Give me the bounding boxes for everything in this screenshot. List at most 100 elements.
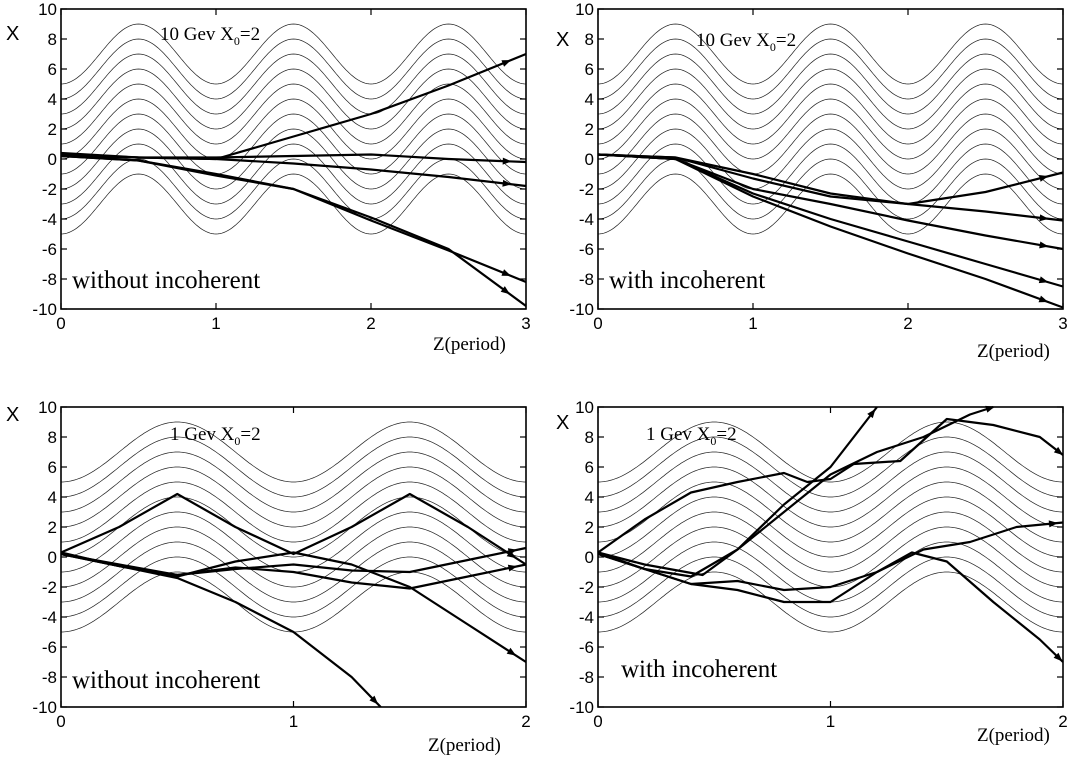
trajectory-line bbox=[60, 52, 527, 161]
trajectory-arrowhead bbox=[1048, 520, 1059, 528]
trajectory-line bbox=[60, 154, 527, 307]
trajectory-line bbox=[60, 154, 527, 284]
trajectories bbox=[60, 492, 527, 708]
tick-labels: -10 -8 -6 -4 -2 0 2 4 6 8 10 0 1 2 3 bbox=[32, 0, 530, 333]
field-line bbox=[60, 173, 527, 235]
field-line bbox=[60, 113, 527, 175]
y-tick-label: 2 bbox=[48, 518, 57, 537]
x-tick-label: 1 bbox=[826, 712, 835, 731]
tick-labels: -10 -8 -6 -4 -2 0 2 4 6 8 10 0 1 2 bbox=[32, 398, 530, 731]
background-curves bbox=[597, 23, 1064, 235]
y-tick-label: -10 bbox=[569, 698, 594, 717]
field-line bbox=[597, 98, 1064, 160]
y-tick-label: 6 bbox=[585, 458, 594, 477]
y-tick-label: 6 bbox=[48, 458, 57, 477]
trajectory-arrowhead bbox=[1053, 652, 1063, 662]
field-line bbox=[61, 556, 526, 618]
trajectory-arrowhead bbox=[506, 647, 517, 656]
plot-frame bbox=[60, 8, 527, 310]
title-main: 10 Gev X bbox=[696, 30, 770, 51]
y-tick-label: -10 bbox=[32, 300, 57, 319]
field-line bbox=[61, 421, 526, 483]
trajectory-arrowhead bbox=[369, 695, 379, 705]
field-line bbox=[597, 128, 1064, 190]
field-line bbox=[61, 436, 526, 498]
trajectory-arrowhead bbox=[500, 286, 511, 295]
y-tick-label: 2 bbox=[585, 120, 594, 139]
title-subscript: 0 bbox=[770, 40, 776, 54]
x-tick-label: 2 bbox=[521, 712, 530, 731]
y-tick-label: 2 bbox=[48, 120, 57, 139]
field-line bbox=[60, 53, 527, 115]
y-tick-label: 10 bbox=[38, 398, 57, 417]
trajectory-arrowhead bbox=[501, 60, 512, 67]
y-tick-label: 4 bbox=[585, 90, 594, 109]
field-line bbox=[598, 511, 1063, 573]
trajectory-arrowhead bbox=[506, 550, 517, 559]
x-axis-label: Z(period) bbox=[433, 334, 506, 355]
trajectories bbox=[597, 153, 1064, 309]
y-tick-label: -4 bbox=[579, 608, 594, 627]
trajectory-arrowhead bbox=[1038, 174, 1049, 182]
y-tick-label: 10 bbox=[575, 398, 594, 417]
trajectory-line bbox=[60, 492, 527, 566]
field-line bbox=[597, 113, 1064, 175]
y-tick-label: -6 bbox=[579, 638, 594, 657]
y-tick-label: -10 bbox=[569, 300, 594, 319]
y-tick-label: -2 bbox=[42, 180, 57, 199]
y-axis-label: X bbox=[556, 29, 569, 51]
trajectory-arrowhead bbox=[1039, 214, 1049, 222]
y-tick-label: 6 bbox=[48, 60, 57, 79]
y-tick-label: -2 bbox=[579, 578, 594, 597]
trajectory-line bbox=[597, 405, 994, 577]
trajectory-arrowhead bbox=[501, 269, 512, 276]
x-axis-label: Z(period) bbox=[428, 735, 501, 756]
trajectory-line bbox=[597, 406, 878, 578]
trajectory-arrowhead bbox=[1038, 276, 1049, 284]
x-tick-label: 0 bbox=[56, 314, 65, 333]
field-line bbox=[61, 526, 526, 588]
title-main: 1 Gev X bbox=[646, 424, 711, 445]
trajectory-line bbox=[60, 552, 382, 708]
field-line bbox=[61, 481, 526, 543]
field-line bbox=[597, 143, 1064, 205]
trajectories bbox=[597, 405, 1064, 663]
title-tail: =2 bbox=[716, 424, 736, 445]
x-tick-label: 1 bbox=[748, 314, 757, 333]
y-tick-label: 8 bbox=[48, 30, 57, 49]
x-axis-label: Z(period) bbox=[977, 725, 1050, 746]
panel-title: 1 Gev X0=2 bbox=[646, 424, 737, 448]
y-tick-label: 10 bbox=[575, 0, 594, 19]
field-line bbox=[598, 466, 1063, 528]
y-tick-label: -6 bbox=[42, 638, 57, 657]
y-tick-label: -4 bbox=[42, 210, 57, 229]
trajectory-line bbox=[597, 153, 1064, 222]
field-line bbox=[597, 173, 1064, 235]
panel-annotation: with incoherent bbox=[621, 656, 777, 683]
background-curves bbox=[61, 421, 526, 633]
y-tick-label: 8 bbox=[48, 428, 57, 447]
y-tick-label: -10 bbox=[32, 698, 57, 717]
panel-bottom-left: -10 -8 -6 -4 -2 0 2 4 6 8 10 0 1 2 X Z(period) 1 Gev … bbox=[6, 398, 531, 756]
field-line bbox=[60, 23, 527, 85]
field-line bbox=[597, 83, 1064, 145]
trajectory-line bbox=[60, 552, 527, 590]
field-line bbox=[597, 53, 1064, 115]
y-tick-label: -2 bbox=[579, 180, 594, 199]
trajectory-line bbox=[597, 417, 1064, 554]
y-tick-label: -6 bbox=[579, 240, 594, 259]
field-line bbox=[598, 436, 1063, 498]
panel-annotation: without incoherent bbox=[72, 667, 260, 694]
tick-labels: -10 -8 -6 -4 -2 0 2 4 6 8 10 0 1 2 3 bbox=[569, 0, 1067, 333]
field-line bbox=[61, 451, 526, 513]
title-subscript: 0 bbox=[234, 34, 240, 48]
y-tick-label: 4 bbox=[585, 488, 594, 507]
tick-labels: -10 -8 -6 -4 -2 0 2 4 6 8 10 0 1 2 bbox=[569, 398, 1067, 731]
y-axis-label: X bbox=[6, 23, 19, 45]
y-tick-label: 4 bbox=[48, 488, 57, 507]
field-line bbox=[61, 466, 526, 528]
x-tick-label: 2 bbox=[366, 314, 375, 333]
panel-bottom-right: -10 -8 -6 -4 -2 0 2 4 6 8 10 0 1 2 X Z(period) 1 Gev … bbox=[556, 398, 1068, 746]
field-line bbox=[598, 481, 1063, 543]
field-line bbox=[60, 128, 527, 190]
